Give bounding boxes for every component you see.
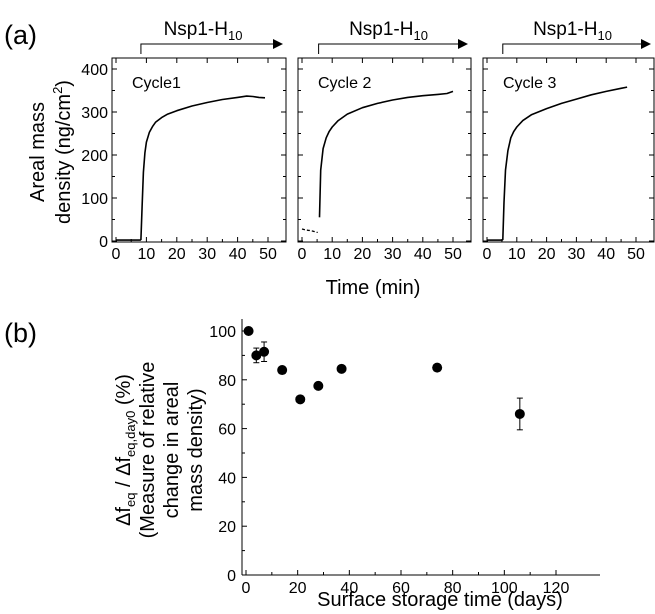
injection-arrow-head	[458, 39, 468, 49]
plot-frame	[297, 57, 472, 243]
x-tick-label: 10	[508, 246, 526, 263]
x-tick-label: 0	[112, 246, 121, 263]
x-tick-label: 40	[597, 246, 615, 263]
panel-b-ylabel-line4: mass density)	[185, 388, 207, 511]
x-tick-label: 100	[491, 580, 518, 597]
y-tick-label: 100	[81, 191, 108, 208]
data-point	[277, 365, 288, 376]
y-tick-label: 80	[218, 373, 236, 390]
x-tick-label: 10	[323, 246, 341, 263]
panel-b-xlabel: Surface storage time (days)	[317, 589, 563, 611]
x-tick-label: 20	[538, 246, 556, 263]
injection-arrow-line	[502, 43, 643, 54]
x-tick-label: 10	[138, 246, 156, 263]
panel-a-ylabel: Areal mass density (ng/cm2)	[27, 80, 75, 224]
data-point	[243, 326, 254, 336]
plot-frame	[111, 57, 287, 243]
y-tick-label: 100	[209, 324, 236, 341]
x-tick-label: 0	[242, 580, 251, 597]
x-tick-label: 20	[168, 246, 186, 263]
x-tick-label: 40	[229, 246, 247, 263]
adsorption-series	[318, 90, 454, 218]
panel-b-ylabel: Δfeq / Δfeq,day0 (%) (Measure of relativ…	[113, 362, 207, 539]
injection-label: Nsp1-H10	[349, 19, 428, 43]
adsorption-series	[140, 95, 266, 241]
injection-label: Nsp1-H10	[533, 19, 612, 43]
y-tick-label: 60	[218, 422, 236, 439]
x-tick-label: 40	[414, 246, 432, 263]
data-point	[432, 362, 443, 373]
y-tick-label: 400	[81, 62, 108, 79]
cycle2-subplot: 0 10 20 30 40 50 Cycle 2 Nsp1-H10	[297, 19, 472, 263]
panel-b-ylabel-line1: Δfeq / Δfeq,day0 (%)	[113, 374, 138, 526]
y-tick-label: 0	[227, 568, 236, 585]
x-tick-label: 60	[392, 580, 410, 597]
x-tick-label: 20	[289, 580, 307, 597]
data-point	[295, 394, 306, 405]
x-tick-label: 30	[198, 246, 216, 263]
x-tick-label: 0	[298, 246, 307, 263]
y-tick-label: 40	[218, 470, 236, 487]
cycle3-subplot: 0 10 20 30 40 50 Cycle 3 Nsp1-H10	[482, 19, 655, 263]
x-tick-label: 40	[340, 580, 358, 597]
storage-scatter-plot: 0 20 40 60 80 100 120 0 20 40 60 80 100	[209, 319, 600, 597]
adsorption-series	[502, 86, 628, 241]
injection-arrow-head	[273, 39, 283, 49]
injection-arrow-line	[140, 43, 275, 54]
panel-a-xlabel: Time (min)	[326, 277, 421, 299]
data-point	[251, 350, 262, 361]
panel-a-ylabel-line2: density (ng/cm2)	[50, 80, 75, 224]
y-tick-label: 300	[81, 105, 108, 122]
x-tick-label: 50	[259, 246, 277, 263]
y-tick-label: 0	[99, 234, 108, 251]
x-tick-label: 80	[444, 580, 462, 597]
data-point	[514, 408, 525, 419]
x-tick-label: 0	[483, 246, 492, 263]
plot-frame	[482, 57, 655, 243]
panel-label-b: (b)	[4, 318, 37, 348]
x-tick-label: 30	[384, 246, 402, 263]
y-tick-label: 200	[81, 148, 108, 165]
cycle-label: Cycle 3	[503, 75, 556, 92]
injection-label: Nsp1-H10	[164, 19, 243, 43]
x-tick-label: 50	[444, 246, 462, 263]
cycle-label: Cycle 2	[318, 75, 371, 92]
cycle-label: Cycle1	[132, 75, 181, 92]
data-point	[259, 346, 270, 357]
x-tick-label: 30	[568, 246, 586, 263]
injection-arrow-head	[641, 39, 651, 49]
cycle1-subplot: 0 10 20 30 40 50 0 100 200 300 400 Cycle1 Nsp1-H10	[81, 19, 287, 263]
x-tick-label: 20	[354, 246, 372, 263]
x-tick-label: 50	[627, 246, 645, 263]
data-point	[336, 363, 347, 374]
y-tick-label: 20	[218, 519, 236, 536]
panel-a-ylabel-line1: Areal mass	[27, 102, 49, 202]
data-point	[313, 380, 324, 391]
panel-label-a: (a)	[4, 20, 37, 50]
x-tick-label: 120	[543, 580, 570, 597]
injection-arrow-line	[318, 43, 460, 54]
panel-b-ylabel-line2: (Measure of relative	[137, 362, 159, 539]
baseline-series	[301, 228, 318, 234]
panel-b-ylabel-line3: change in areal	[161, 382, 183, 519]
